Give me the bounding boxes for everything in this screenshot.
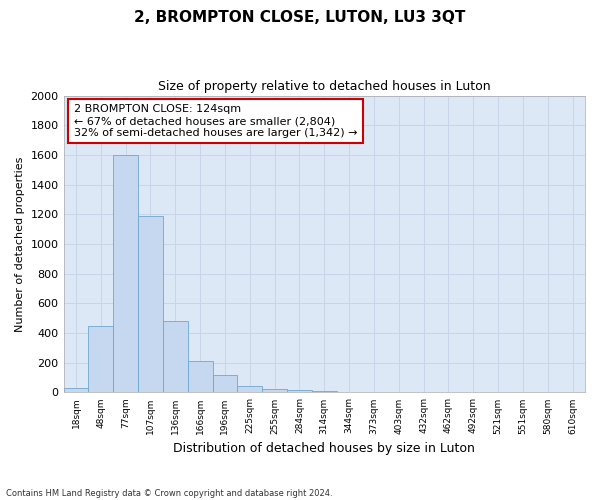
- Bar: [312, 391, 337, 392]
- X-axis label: Distribution of detached houses by size in Luton: Distribution of detached houses by size …: [173, 442, 475, 455]
- Text: 2, BROMPTON CLOSE, LUTON, LU3 3QT: 2, BROMPTON CLOSE, LUTON, LU3 3QT: [134, 10, 466, 25]
- Bar: [64, 388, 88, 392]
- Bar: [163, 321, 188, 392]
- Title: Size of property relative to detached houses in Luton: Size of property relative to detached ho…: [158, 80, 491, 93]
- Text: Contains HM Land Registry data © Crown copyright and database right 2024.: Contains HM Land Registry data © Crown c…: [6, 488, 332, 498]
- Bar: [238, 386, 262, 392]
- Bar: [212, 374, 238, 392]
- Bar: [188, 362, 212, 392]
- Bar: [88, 326, 113, 392]
- Y-axis label: Number of detached properties: Number of detached properties: [15, 156, 25, 332]
- Bar: [287, 390, 312, 392]
- Bar: [113, 155, 138, 392]
- Bar: [262, 388, 287, 392]
- Text: 2 BROMPTON CLOSE: 124sqm
← 67% of detached houses are smaller (2,804)
32% of sem: 2 BROMPTON CLOSE: 124sqm ← 67% of detach…: [74, 104, 358, 138]
- Bar: [138, 216, 163, 392]
